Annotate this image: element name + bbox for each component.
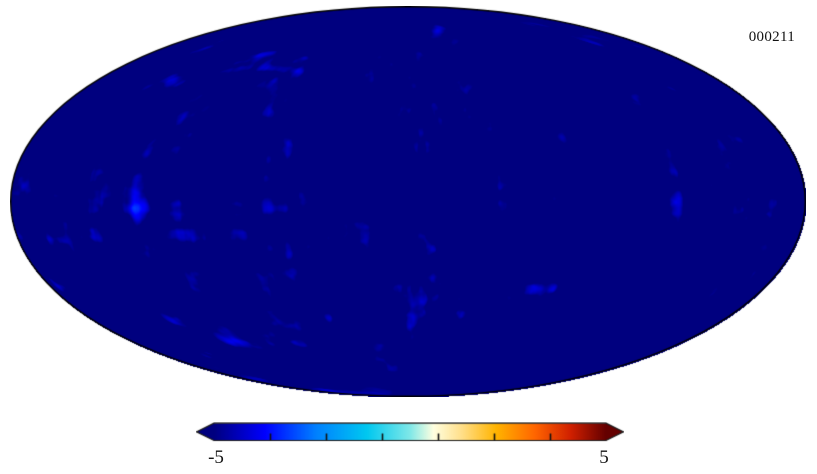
- mollweide-projection-canvas: [10, 6, 806, 397]
- colorbar-gradient: [196, 422, 624, 448]
- corner-label: 000211: [748, 29, 795, 45]
- colorbar-max-label: 5: [599, 447, 609, 468]
- colorbar-tick-labels: -5 5: [196, 447, 624, 474]
- colorbar-min-label: -5: [208, 447, 224, 468]
- colorbar: -5 5: [196, 422, 624, 474]
- sky-map: [10, 6, 806, 397]
